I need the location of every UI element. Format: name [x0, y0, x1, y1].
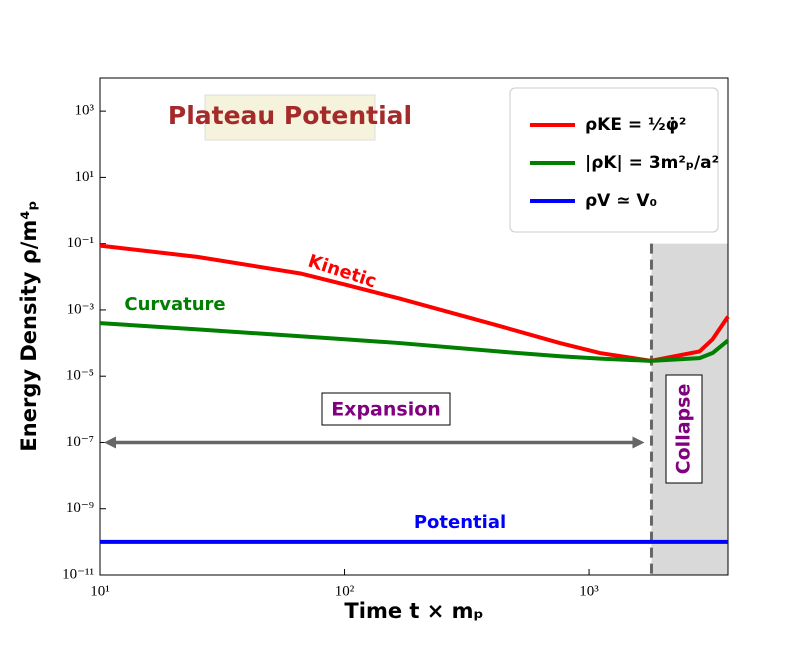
y-axis-label: Energy Density ρ/m⁴ₚ: [17, 200, 41, 451]
y-tick-label: 10⁻⁷: [66, 434, 94, 450]
expansion-box: [321, 392, 451, 426]
y-tick-label: 10⁻¹: [67, 235, 94, 251]
expansion-label: Expansion: [331, 399, 441, 421]
legend-label: |ρK| = 3m²ₚ/a²: [585, 153, 719, 173]
arrow-head: [632, 436, 645, 449]
series-line: [99, 243, 730, 363]
x-tick-label: 10¹: [90, 583, 110, 599]
arrow-head: [104, 436, 116, 449]
legend-label: ρV ≃ V₀: [585, 191, 657, 211]
plot-frame: [99, 77, 729, 576]
curve-label: Curvature: [124, 294, 225, 315]
y-tick-label: 10¹: [75, 169, 95, 185]
y-tick-label: 10³: [75, 103, 95, 119]
series-line: [99, 321, 730, 363]
y-tick-label: 10⁻⁹: [66, 500, 94, 516]
x-tick-label: 10²: [335, 583, 355, 599]
chart-title: Plateau Potential: [168, 101, 412, 130]
y-tick-label: 10⁻³: [67, 301, 95, 317]
x-tick-label: 10³: [579, 583, 599, 599]
collapse-label: Collapse: [673, 384, 695, 475]
curve-label: Potential: [414, 512, 506, 533]
x-axis-label: Time t × mₚ: [344, 599, 483, 623]
title-box: [204, 94, 376, 141]
collapse-box: [665, 374, 703, 484]
y-tick-label: 10⁻¹¹: [62, 566, 94, 582]
curve-label: Kinetic: [305, 251, 379, 293]
y-tick-label: 10⁻⁵: [66, 368, 94, 384]
legend-label: ρKE = ½φ̇²: [585, 115, 686, 135]
